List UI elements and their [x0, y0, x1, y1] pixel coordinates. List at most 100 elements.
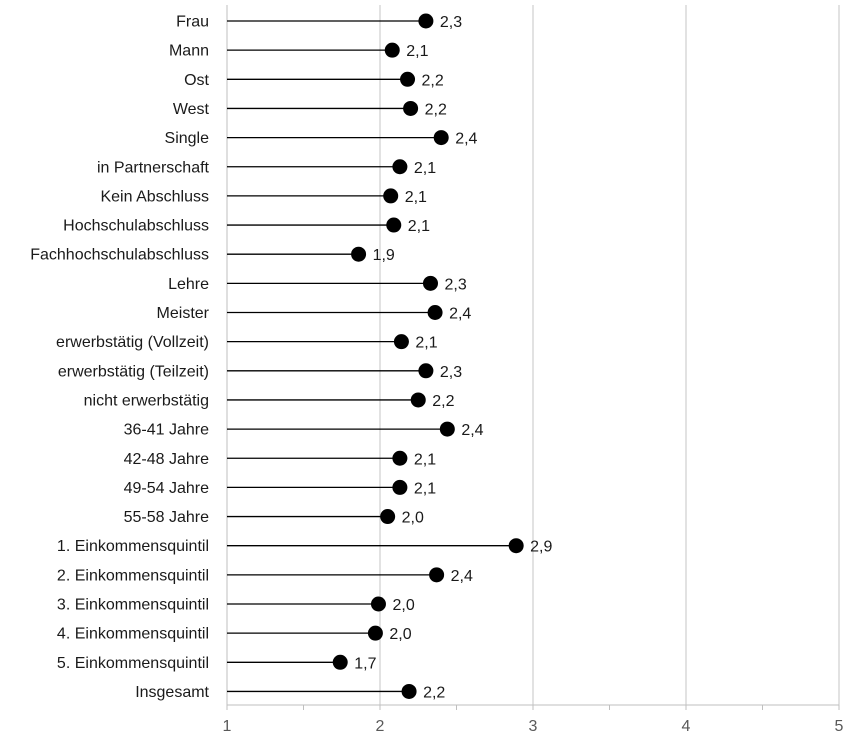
category-label: Insgesamt	[135, 684, 209, 701]
category-label: West	[173, 101, 210, 118]
value-label: 2,0	[392, 597, 414, 614]
data-point	[418, 363, 434, 379]
data-point	[410, 392, 426, 408]
category-label: erwerbstätig (Teilzeit)	[58, 363, 209, 380]
category-label: in Partnerschaft	[97, 159, 210, 176]
value-label: 2,1	[414, 451, 436, 468]
row-20: 3. Einkommensquintil 2,0	[57, 596, 415, 614]
category-label: 2. Einkommensquintil	[57, 567, 209, 584]
row-4: Single 2,4	[165, 130, 478, 148]
x-axis: 1 2 3 4 5	[223, 5, 844, 735]
category-label: Hochschulabschluss	[63, 218, 209, 235]
value-label: 1,9	[373, 247, 395, 264]
category-label: 49-54 Jahre	[124, 480, 209, 497]
row-21: 4. Einkommensquintil 2,0	[57, 625, 412, 643]
category-label: Meister	[157, 305, 210, 322]
data-point	[384, 42, 400, 58]
value-label: 2,1	[408, 218, 430, 235]
value-label: 2,4	[449, 306, 471, 323]
data-point	[403, 100, 419, 116]
row-14: 36-41 Jahre 2,4	[124, 421, 484, 439]
row-18: 1. Einkommensquintil 2,9	[57, 538, 553, 556]
value-label: 2,2	[422, 72, 444, 89]
category-label: 3. Einkommensquintil	[57, 597, 209, 614]
data-point	[392, 479, 408, 495]
value-label: 2,1	[415, 335, 437, 352]
data-point	[418, 13, 434, 29]
row-16: 49-54 Jahre 2,1	[124, 479, 436, 497]
x-tick-label: 2	[376, 718, 385, 735]
category-label: Lehre	[168, 276, 209, 293]
data-point	[367, 625, 383, 641]
value-label: 2,4	[451, 568, 473, 585]
data-point	[351, 246, 367, 262]
row-2: Ost 2,2	[184, 71, 444, 89]
category-label: Fachhochschulabschluss	[30, 247, 209, 264]
category-label: 42-48 Jahre	[124, 451, 209, 468]
row-12: erwerbstätig (Teilzeit) 2,3	[58, 363, 462, 381]
value-label: 2,3	[440, 14, 462, 31]
row-7: Hochschulabschluss 2,1	[63, 217, 430, 235]
data-point	[332, 654, 348, 670]
row-0: Frau 2,3	[176, 13, 462, 31]
value-label: 2,1	[414, 160, 436, 177]
row-10: Meister 2,4	[157, 305, 471, 323]
value-label: 2,0	[402, 510, 424, 527]
data-point	[392, 450, 408, 466]
value-label: 2,9	[530, 539, 552, 556]
data-point	[433, 130, 449, 146]
row-1: Mann 2,1	[169, 42, 429, 60]
value-label: 2,1	[405, 189, 427, 206]
data-point	[427, 305, 443, 320]
data-series: Frau 2,3 Mann 2,1 Ost 2,2 West 2,2 Single 2,4 in P…	[30, 13, 553, 701]
data-point	[393, 334, 409, 350]
category-label: 4. Einkommensquintil	[57, 626, 209, 643]
row-8: Fachhochschulabschluss 1,9	[30, 246, 395, 264]
data-point	[439, 421, 455, 437]
value-label: 2,4	[455, 131, 477, 148]
x-tick-label: 4	[682, 718, 691, 735]
value-label: 2,1	[406, 43, 428, 60]
value-label: 2,2	[432, 393, 454, 410]
category-label: nicht erwerbstätig	[84, 392, 209, 409]
category-label: Kein Abschluss	[100, 188, 209, 205]
gridlines	[379, 5, 840, 705]
row-6: Kein Abschluss 2,1	[100, 188, 427, 206]
value-label: 1,7	[354, 655, 376, 672]
value-label: 2,2	[425, 101, 447, 118]
category-label: Single	[165, 130, 210, 147]
row-3: West 2,2	[173, 100, 447, 118]
row-5: in Partnerschaft 2,1	[97, 159, 436, 177]
value-label: 2,2	[423, 684, 445, 701]
row-9: Lehre 2,3	[168, 275, 467, 293]
x-tick-label: 5	[835, 718, 844, 735]
data-point	[422, 275, 438, 291]
row-15: 42-48 Jahre 2,1	[124, 450, 436, 468]
category-label: Ost	[184, 72, 209, 89]
category-label: 5. Einkommensquintil	[57, 655, 209, 672]
row-23: Insgesamt 2,2	[135, 683, 445, 701]
data-point	[380, 509, 396, 525]
data-point	[401, 683, 417, 699]
row-11: erwerbstätig (Vollzeit) 2,1	[56, 334, 438, 352]
category-label: 36-41 Jahre	[124, 422, 209, 439]
data-point	[508, 538, 524, 554]
row-19: 2. Einkommensquintil 2,4	[57, 567, 473, 585]
value-label: 2,4	[461, 422, 483, 439]
category-label: Frau	[176, 14, 209, 31]
data-point	[386, 217, 402, 233]
x-tick-label: 3	[529, 718, 538, 735]
row-13: nicht erwerbstätig 2,2	[84, 392, 455, 410]
row-22: 5. Einkommensquintil 1,7	[57, 654, 377, 672]
category-label: 1. Einkommensquintil	[57, 538, 209, 555]
data-point	[392, 159, 408, 175]
data-point	[400, 71, 416, 87]
data-point	[429, 567, 445, 583]
category-label: Mann	[169, 43, 209, 60]
value-label: 2,3	[440, 364, 462, 381]
category-label: 55-58 Jahre	[124, 509, 209, 526]
value-label: 2,0	[389, 626, 411, 643]
x-tick-label: 1	[223, 718, 232, 735]
data-point	[383, 188, 399, 204]
